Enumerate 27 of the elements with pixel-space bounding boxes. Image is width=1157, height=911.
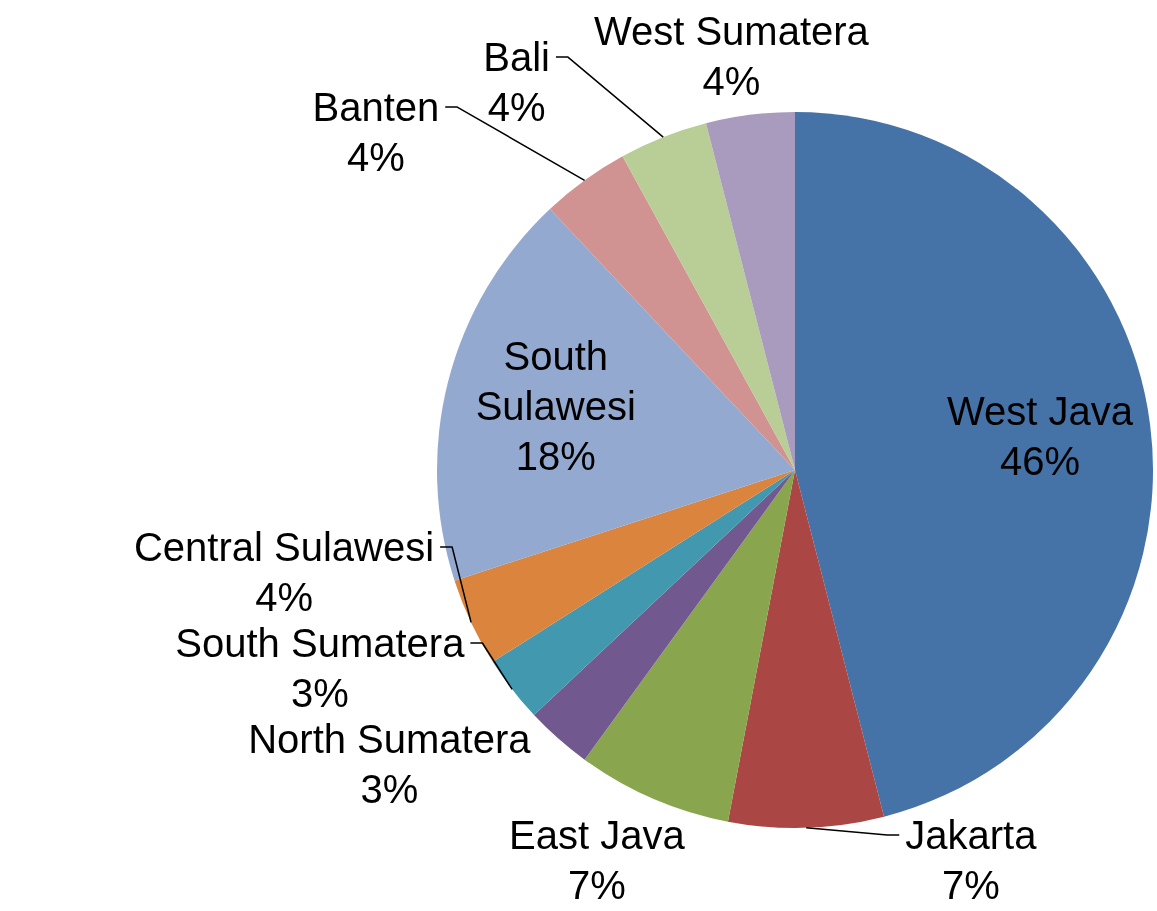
slice-label: East Java	[509, 813, 686, 857]
slice-label: South Sumatera	[175, 621, 466, 665]
data-label: 4%	[487, 85, 546, 130]
slice-label: North Sumatera	[248, 717, 532, 761]
slice-label: South Sulawesi	[475, 333, 636, 428]
slice-label: Banten	[312, 85, 440, 130]
data-label: 46%	[1000, 439, 1081, 484]
slice-label: Bali	[483, 35, 550, 80]
slice-label: Jakarta	[905, 813, 1038, 857]
data-label: 7%	[568, 863, 626, 907]
pie-slice	[795, 112, 1153, 817]
pie-slice	[437, 209, 795, 581]
pie-slice	[727, 470, 885, 828]
data-label: 4%	[255, 575, 313, 619]
data-label: 18%	[515, 433, 596, 478]
pie-slice	[584, 470, 795, 822]
data-label: 4%	[346, 135, 405, 180]
slice-label: West Java	[947, 389, 1134, 434]
data-label: 3%	[360, 767, 419, 811]
data-label: 7%	[941, 863, 1000, 907]
data-label: 4%	[702, 59, 761, 104]
slice-label: Central Sulawesi	[133, 525, 435, 569]
pie-slice	[492, 470, 795, 716]
pie-slice	[534, 470, 795, 760]
slice-label: West Sumatera	[593, 9, 870, 54]
pie-slice	[705, 112, 795, 470]
data-label: 3%	[290, 671, 349, 715]
